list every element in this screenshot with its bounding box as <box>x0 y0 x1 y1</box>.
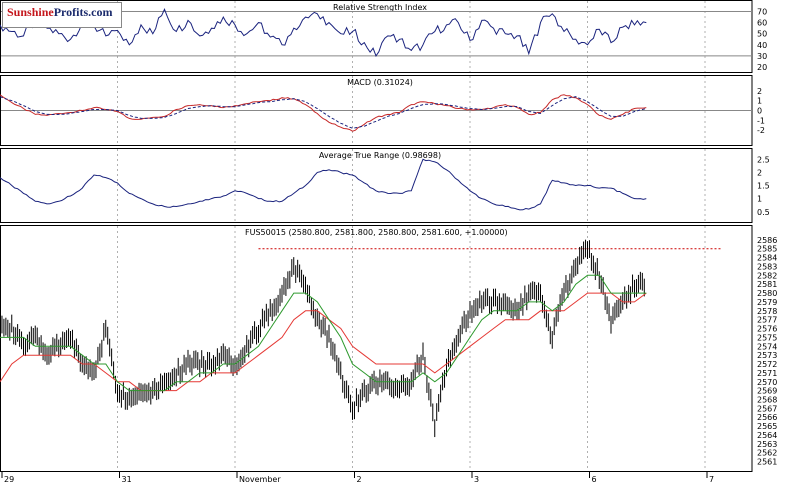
ytick-macd-2: 0 <box>757 107 762 116</box>
ytick-price-22: 2583 <box>757 262 777 271</box>
atr-line <box>0 158 647 211</box>
ytick-rsi-3: 50 <box>757 30 767 39</box>
ytick-price-3: 2564 <box>757 431 777 440</box>
title-atr: Average True Range (0.98698) <box>319 151 441 160</box>
ytick-rsi-2: 40 <box>757 41 767 50</box>
ytick-price-10: 2571 <box>757 369 777 378</box>
ytick-price-13: 2574 <box>757 342 777 351</box>
ytick-price-8: 2569 <box>757 387 777 396</box>
panel-frame-price <box>0 225 753 472</box>
logo-brand-part3: .com <box>88 5 113 19</box>
ytick-atr-4: 2.5 <box>757 155 770 164</box>
ytick-price-7: 2568 <box>757 395 777 404</box>
ytick-rsi-5: 70 <box>757 8 767 17</box>
ytick-price-24: 2585 <box>757 245 777 254</box>
ytick-price-11: 2572 <box>757 360 777 369</box>
ytick-price-20: 2581 <box>757 280 777 289</box>
xtick-label-2: November <box>239 475 281 484</box>
logo-brand-part1: Sunshine <box>7 5 54 19</box>
ytick-price-18: 2579 <box>757 298 777 307</box>
macd-signal-line <box>0 96 647 129</box>
rsi-line <box>0 8 647 57</box>
ytick-price-9: 2570 <box>757 378 777 387</box>
ytick-atr-2: 1.5 <box>757 182 770 191</box>
logo-brand-part2: Profits <box>53 5 89 19</box>
ytick-price-4: 2565 <box>757 422 777 431</box>
title-price: FUS50015 (2580.800, 2581.800, 2580.800, … <box>245 228 508 237</box>
xtick-label-6: 7 <box>709 475 714 484</box>
ytick-price-16: 2577 <box>757 316 777 325</box>
ytick-price-23: 2584 <box>757 254 777 263</box>
ma-slow-line <box>0 292 647 392</box>
ytick-rsi-1: 30 <box>757 52 767 61</box>
ytick-atr-0: 0.5 <box>757 208 770 217</box>
xtick-label-5: 6 <box>592 475 597 484</box>
ytick-macd-1: -1 <box>757 116 765 125</box>
xtick-label-3: 2 <box>357 475 362 484</box>
ytick-price-5: 2566 <box>757 413 777 422</box>
ytick-price-17: 2578 <box>757 307 777 316</box>
title-rsi: Relative Strength Index <box>333 3 427 12</box>
ytick-price-19: 2580 <box>757 289 777 298</box>
panel-frame-atr <box>0 148 753 223</box>
ytick-macd-0: -2 <box>757 126 765 135</box>
xtick-label-4: 3 <box>474 475 479 484</box>
ytick-price-2: 2563 <box>757 440 777 449</box>
sunshine-profits-logo[interactable]: SunshineProfits.com <box>2 2 122 28</box>
ytick-rsi-0: 20 <box>757 63 767 72</box>
ytick-price-25: 2586 <box>757 236 777 245</box>
ytick-atr-1: 1 <box>757 195 762 204</box>
ytick-price-1: 2562 <box>757 449 777 458</box>
ytick-price-15: 2576 <box>757 325 777 334</box>
ytick-rsi-4: 60 <box>757 19 767 28</box>
title-macd: MACD (0.31024) <box>347 78 413 87</box>
ma-fast-line <box>0 274 647 392</box>
ytick-price-0: 2561 <box>757 458 777 467</box>
ytick-price-21: 2582 <box>757 271 777 280</box>
panel-frame-rsi <box>0 0 753 73</box>
ytick-macd-3: 1 <box>757 97 762 106</box>
ytick-price-6: 2567 <box>757 404 777 413</box>
xtick-label-0: 29 <box>4 475 14 484</box>
xtick-label-1: 31 <box>122 475 132 484</box>
ytick-price-14: 2575 <box>757 333 777 342</box>
ytick-price-12: 2573 <box>757 351 777 360</box>
ytick-atr-3: 2 <box>757 168 762 177</box>
ytick-macd-4: 2 <box>757 87 762 96</box>
